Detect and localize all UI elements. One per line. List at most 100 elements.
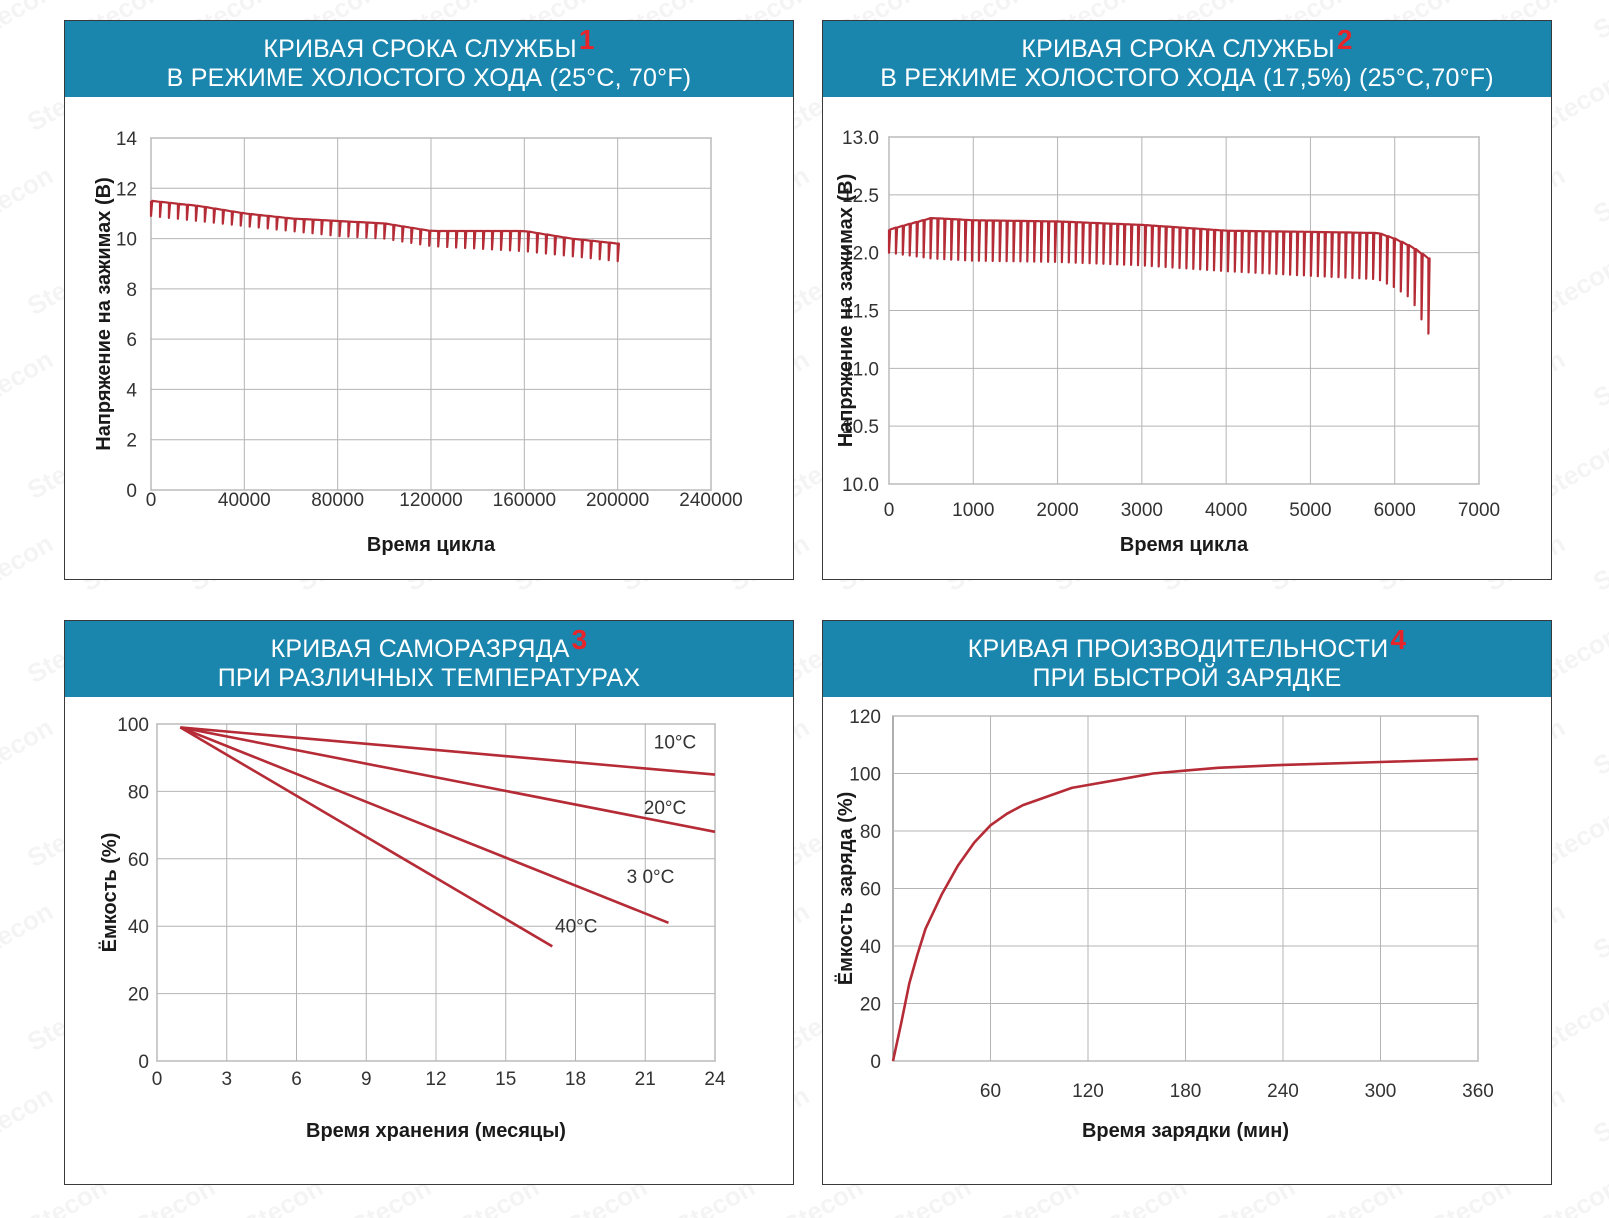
x-tick-label: 7000 — [1458, 500, 1500, 521]
series-label: 3 0°C — [627, 867, 675, 888]
x-tick-label: 4000 — [1205, 500, 1247, 521]
x-tick-label: 3000 — [1121, 500, 1163, 521]
x-axis-label: Время зарядки (мин) — [1082, 1120, 1289, 1142]
x-tick-label: 1000 — [952, 500, 994, 521]
panel-self-discharge-curve: КРИВАЯ САМОРАЗРЯДА3 ПРИ РАЗЛИЧНЫХ ТЕМПЕР… — [64, 620, 794, 1185]
watermark-text: Stecon — [1588, 160, 1609, 229]
watermark-text: Stecon — [1588, 0, 1609, 45]
panel-number: 4 — [1390, 624, 1407, 655]
y-tick-label: 6 — [126, 330, 137, 351]
x-tick-label: 40000 — [218, 490, 271, 511]
y-tick-label: 13.0 — [842, 128, 879, 149]
watermark-text: Stecon — [1588, 344, 1609, 413]
panel-title-line2: ПРИ БЫСТРОЙ ЗАРЯДКЕ — [1032, 664, 1342, 692]
panel-number: 2 — [1336, 24, 1353, 55]
series-line — [149, 199, 620, 263]
y-tick-label: 60 — [128, 850, 149, 871]
panel-number: 3 — [571, 624, 588, 655]
x-tick-label: 240000 — [679, 490, 742, 511]
x-tick-label: 180 — [1170, 1081, 1202, 1102]
x-tick-label: 3 — [221, 1069, 232, 1090]
y-tick-label: 20 — [128, 985, 149, 1006]
watermark-text: Stecon — [0, 344, 58, 413]
x-tick-label: 360 — [1462, 1081, 1494, 1102]
x-tick-label: 0 — [146, 490, 157, 511]
watermark-text: Stecon — [0, 1080, 58, 1149]
y-tick-label: 4 — [126, 380, 137, 401]
x-tick-label: 21 — [635, 1069, 656, 1090]
panel-header: КРИВАЯ САМОРАЗРЯДА3 ПРИ РАЗЛИЧНЫХ ТЕМПЕР… — [65, 621, 793, 697]
y-tick-label: 40 — [128, 917, 149, 938]
y-tick-label: 11.0 — [843, 359, 879, 380]
x-tick-label: 0 — [884, 500, 895, 521]
y-axis-label: Напряжение на зажимах (В) — [835, 174, 857, 448]
panel-number: 1 — [578, 24, 595, 55]
panel-title-line2: В РЕЖИМЕ ХОЛОСТОГО ХОДА (25°C, 70°F) — [166, 64, 692, 92]
panel-title-line2: ПРИ РАЗЛИЧНЫХ ТЕМПЕРАТУРАХ — [217, 664, 641, 692]
panel-title-line1: КРИВАЯ СРОКА СЛУЖБЫ — [263, 35, 577, 63]
x-tick-label: 12 — [425, 1069, 446, 1090]
y-tick-label: 14 — [116, 129, 138, 150]
y-tick-label: 12 — [116, 179, 137, 200]
x-tick-label: 60 — [980, 1081, 1001, 1102]
x-tick-label: 200000 — [586, 490, 649, 511]
y-tick-label: 0 — [870, 1052, 881, 1073]
y-tick-label: 120 — [849, 707, 881, 728]
panel-title-line1: КРИВАЯ СРОКА СЛУЖБЫ — [1021, 35, 1335, 63]
series-line — [179, 726, 553, 948]
panel-float-life-curve-17: КРИВАЯ СРОКА СЛУЖБЫ2 В РЕЖИМЕ ХОЛОСТОГО … — [822, 20, 1552, 580]
panel-header: КРИВАЯ СРОКА СЛУЖБЫ1 В РЕЖИМЕ ХОЛОСТОГО … — [65, 21, 793, 97]
y-tick-label: 100 — [117, 715, 149, 736]
y-tick-label: 8 — [126, 280, 137, 301]
series-line — [887, 217, 1431, 335]
panel-title-line2: В РЕЖИМЕ ХОЛОСТОГО ХОДА (17,5%) (25°C,70… — [880, 64, 1494, 92]
y-tick-label: 100 — [849, 765, 881, 786]
y-axis-label: Ёмкость (%) — [98, 833, 121, 953]
x-tick-label: 160000 — [493, 490, 556, 511]
x-tick-label: 300 — [1365, 1081, 1397, 1102]
y-tick-label: 10 — [116, 230, 137, 251]
panel-title-line1: КРИВАЯ САМОРАЗРЯДА — [270, 635, 570, 663]
panel-title-line1: КРИВАЯ ПРОИЗВОДИТЕЛЬНОСТИ — [967, 635, 1389, 663]
panel-float-life-curve: КРИВАЯ СРОКА СЛУЖБЫ1 В РЕЖИМЕ ХОЛОСТОГО … — [64, 20, 794, 580]
x-axis-label: Время цикла — [1120, 534, 1249, 556]
y-tick-label: 10.0 — [842, 475, 879, 496]
series-line — [180, 726, 716, 776]
series-label: 40°C — [555, 916, 597, 937]
x-tick-label: 6 — [291, 1069, 302, 1090]
y-axis-label: Напряжение на зажимах (В) — [93, 177, 115, 451]
series-line — [891, 757, 1479, 1062]
panel-header: КРИВАЯ ПРОИЗВОДИТЕЛЬНОСТИ4 ПРИ БЫСТРОЙ З… — [823, 621, 1551, 697]
x-tick-label: 9 — [361, 1069, 372, 1090]
panel-header: КРИВАЯ СРОКА СЛУЖБЫ2 В РЕЖИМЕ ХОЛОСТОГО … — [823, 21, 1551, 97]
watermark-text: Stecon — [0, 160, 58, 229]
series-line — [180, 726, 716, 834]
x-tick-label: 5000 — [1289, 500, 1331, 521]
y-tick-label: 10.5 — [842, 417, 879, 438]
x-tick-label: 2000 — [1036, 500, 1078, 521]
panel-fast-charge-curve: КРИВАЯ ПРОИЗВОДИТЕЛЬНОСТИ4 ПРИ БЫСТРОЙ З… — [822, 620, 1552, 1185]
watermark-text: Stecon — [0, 528, 58, 597]
x-tick-label: 6000 — [1374, 500, 1416, 521]
fast-charge-chart: 60 120 180 240 300 360 0 20 40 60 80 100 120 Время за… — [834, 707, 1494, 1142]
watermark-text: Stecon — [1588, 1080, 1609, 1149]
x-tick-label: 120000 — [399, 490, 462, 511]
x-axis-label: Время хранения (месяцы) — [306, 1120, 566, 1142]
x-tick-label: 24 — [704, 1069, 726, 1090]
x-tick-label: 0 — [152, 1069, 163, 1090]
self-discharge-chart: 0 3 6 9 12 15 18 21 24 0 20 40 60 80 100 Время хранения… — [98, 715, 726, 1142]
watermark-text: Stecon — [1588, 528, 1609, 597]
y-tick-label: 2 — [126, 431, 137, 452]
y-tick-label: 11.5 — [843, 302, 879, 323]
y-tick-label: 80 — [860, 822, 881, 843]
y-tick-label: 40 — [860, 937, 881, 958]
watermark-text: Stecon — [0, 712, 58, 781]
float-life-17-chart: 0 1000 2000 3000 4000 5000 6000 7000 10.0 10.5 11.… — [835, 128, 1500, 556]
watermark-text: Stecon — [1588, 712, 1609, 781]
x-tick-label: 80000 — [311, 490, 364, 511]
watermark-text: Stecon — [1588, 896, 1609, 965]
x-tick-label: 120 — [1072, 1081, 1104, 1102]
y-tick-label: 20 — [860, 995, 881, 1016]
y-tick-label: 0 — [138, 1052, 149, 1073]
y-tick-label: 60 — [860, 880, 881, 901]
